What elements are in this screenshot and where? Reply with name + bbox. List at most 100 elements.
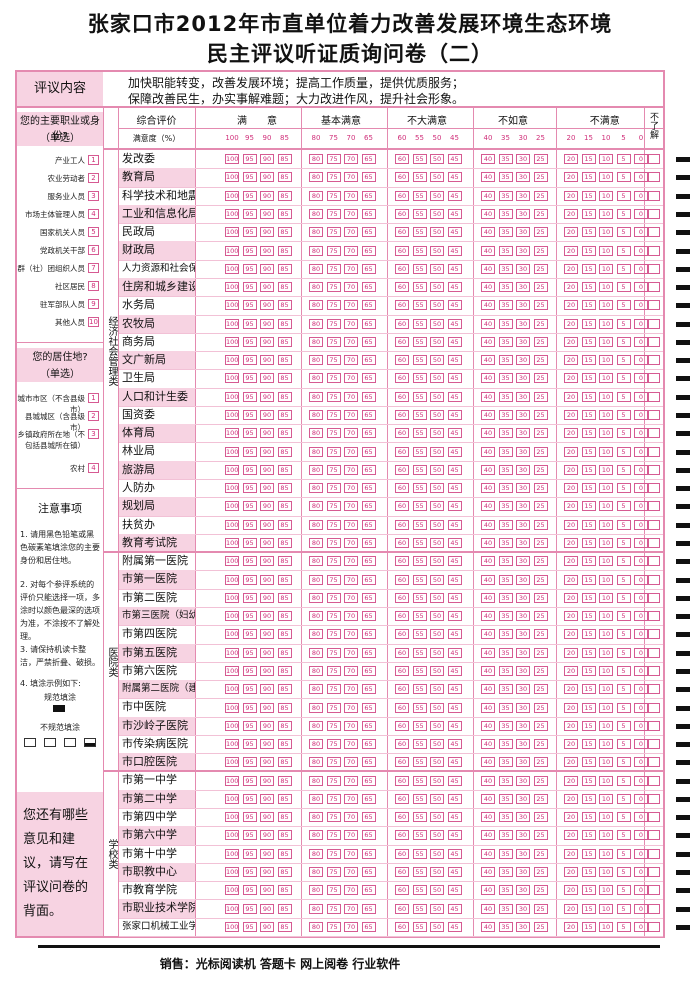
grade-label: 不大满意: [407, 116, 447, 127]
score-bubble: 95: [242, 428, 257, 439]
option-label: 群（社）团组织人员: [17, 264, 86, 273]
timing-mark: [676, 157, 690, 163]
score-bubble: 45: [447, 812, 462, 823]
unknown-box: [648, 446, 660, 457]
score-bubble: 25: [533, 501, 548, 512]
score-bubble: 45: [447, 154, 462, 165]
score-bubble: 85: [277, 720, 292, 731]
timing-mark: [676, 723, 690, 729]
score-bubble: 5: [616, 757, 631, 768]
score-bubble: 25: [533, 720, 548, 731]
score-bubble: 20: [564, 629, 578, 640]
score-bubble: 25: [533, 885, 548, 896]
score-bubble: 30: [516, 227, 530, 238]
score-bubble: 50: [430, 812, 444, 823]
score-bubble: 45: [447, 318, 462, 329]
score-bubble: 40: [481, 592, 495, 603]
score-bubble: 65: [361, 208, 376, 219]
score-bubble: 15: [581, 812, 596, 823]
intro-divider: [17, 106, 663, 108]
score-bubble: 70: [344, 190, 358, 201]
score-bubble: 95: [242, 830, 257, 841]
question-hint: （单选）: [40, 133, 80, 144]
score-bubble: 100: [225, 336, 239, 347]
score-bubble: 30: [516, 665, 530, 676]
score-bubble: 65: [361, 483, 376, 494]
score-bubble: 55: [412, 629, 427, 640]
score-bubble: 25: [533, 391, 548, 402]
unknown-box: [648, 227, 660, 238]
score-bubble: 50: [430, 848, 444, 859]
score-bubble: 35: [498, 282, 513, 293]
score-bubble: 20: [564, 757, 578, 768]
score-header: 5: [621, 134, 626, 142]
score-bubble: 30: [516, 647, 530, 658]
score-bubble: 20: [564, 720, 578, 731]
score-bubble: 50: [430, 720, 444, 731]
score-bubble: 95: [242, 812, 257, 823]
score-bubble: 100: [225, 446, 239, 457]
score-bubble: 35: [498, 227, 513, 238]
score-bubble: 15: [581, 611, 596, 622]
score-bubble: 85: [277, 318, 292, 329]
score-bubble: 95: [242, 410, 257, 421]
score-bubble: 5: [616, 684, 631, 695]
unknown-box: [648, 702, 660, 713]
score-bubble: 40: [481, 501, 495, 512]
timing-mark: [676, 321, 690, 327]
score-bubble: 95: [242, 757, 257, 768]
option-label: 党政机关干部: [40, 246, 85, 255]
score-bubble: 55: [412, 848, 427, 859]
row-line: [119, 497, 663, 499]
row-line: [119, 168, 663, 170]
score-bubble: 25: [533, 702, 548, 713]
score-bubble: 95: [242, 720, 257, 731]
score-bubble: 55: [412, 757, 427, 768]
score-bubble: 60: [395, 483, 409, 494]
section-line: [17, 488, 103, 489]
score-bubble: 35: [498, 775, 513, 786]
score-bubble: 85: [277, 611, 292, 622]
timing-mark: [676, 760, 690, 766]
score-bubble: 65: [361, 300, 376, 311]
score-bubble: 35: [498, 647, 513, 658]
score-bubble: 80: [309, 556, 323, 567]
score-header: 80: [311, 134, 321, 142]
score-bubble: 80: [309, 793, 323, 804]
score-bubble: 40: [481, 757, 495, 768]
score-bubble: 75: [326, 739, 341, 750]
timing-mark: [676, 833, 690, 839]
score-bubble: 55: [412, 812, 427, 823]
score-header: 50: [432, 134, 442, 142]
row-name: 市职业技术学院: [119, 899, 195, 918]
score-bubble: 75: [326, 757, 341, 768]
score-bubble: 100: [225, 501, 239, 512]
score-bubble: 0: [634, 867, 648, 878]
timing-mark: [676, 577, 690, 583]
score-bubble: 50: [430, 336, 444, 347]
score-bubble: 30: [516, 629, 530, 640]
score-bubble: 40: [481, 391, 495, 402]
row-line: [119, 424, 663, 426]
score-bubble: 70: [344, 684, 358, 695]
score-bubble: 95: [242, 519, 257, 530]
row-name: 商务局: [122, 334, 155, 348]
timing-mark: [676, 193, 690, 199]
score-bubble: 30: [516, 867, 530, 878]
score-bubble: 10: [599, 903, 613, 914]
score-header: 60: [397, 134, 407, 142]
score-bubble: 65: [361, 373, 376, 384]
sample-bad-mark: [44, 738, 56, 747]
score-bubble: 40: [481, 355, 495, 366]
score-bubble: 90: [260, 903, 274, 914]
score-bubble: 40: [481, 574, 495, 585]
score-bubble: 45: [447, 208, 462, 219]
score-bubble: 15: [581, 227, 596, 238]
unknown-box: [648, 538, 660, 548]
score-bubble: 95: [242, 592, 257, 603]
score-bubble: 5: [616, 830, 631, 841]
score-bubble: 75: [326, 172, 341, 183]
score-bubble: 90: [260, 739, 274, 750]
score-bubble: 65: [361, 775, 376, 786]
score-bubble: 45: [447, 592, 462, 603]
